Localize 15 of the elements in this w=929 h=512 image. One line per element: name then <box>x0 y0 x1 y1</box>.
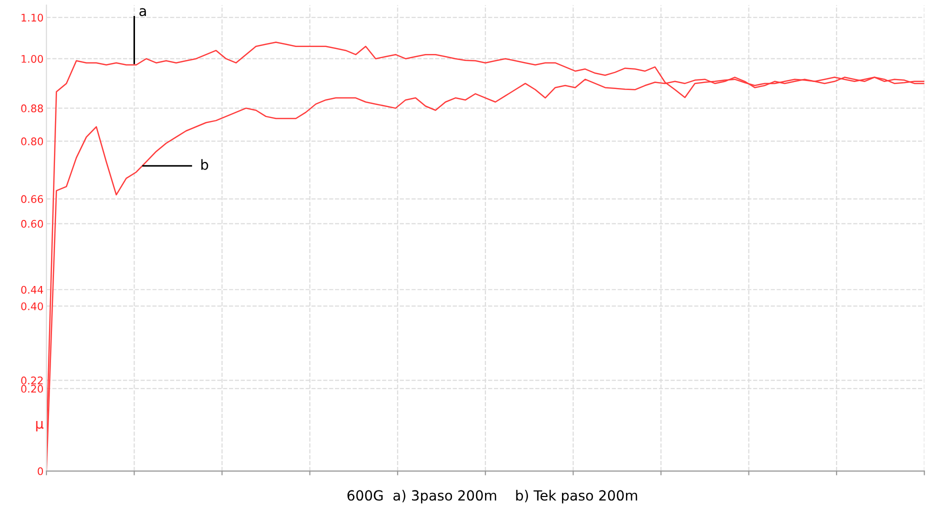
y-tick-label: 0.22 <box>21 376 43 384</box>
y-tick-label: 0.44 <box>21 286 44 294</box>
y-tick-label: 0.40 <box>21 302 43 310</box>
y-tick-label: 0 <box>38 467 43 476</box>
y-tick-label: 0.80 <box>21 137 43 146</box>
annotation: b <box>201 159 208 170</box>
text: 600G a) 3paso 200m b) Tek paso 200m <box>347 490 638 504</box>
annotation: a <box>139 8 146 16</box>
y-tick-label: 0.88 <box>21 104 43 112</box>
y-tick-label: 0.60 <box>21 220 43 228</box>
y-tick-label: 1.10 <box>22 14 43 22</box>
y-tick-label: 0.20 <box>21 384 43 393</box>
y-tick-label: 1.00 <box>22 54 43 63</box>
y-axis-title: μ <box>36 420 44 432</box>
y-tick-label: 0.66 <box>21 195 44 204</box>
